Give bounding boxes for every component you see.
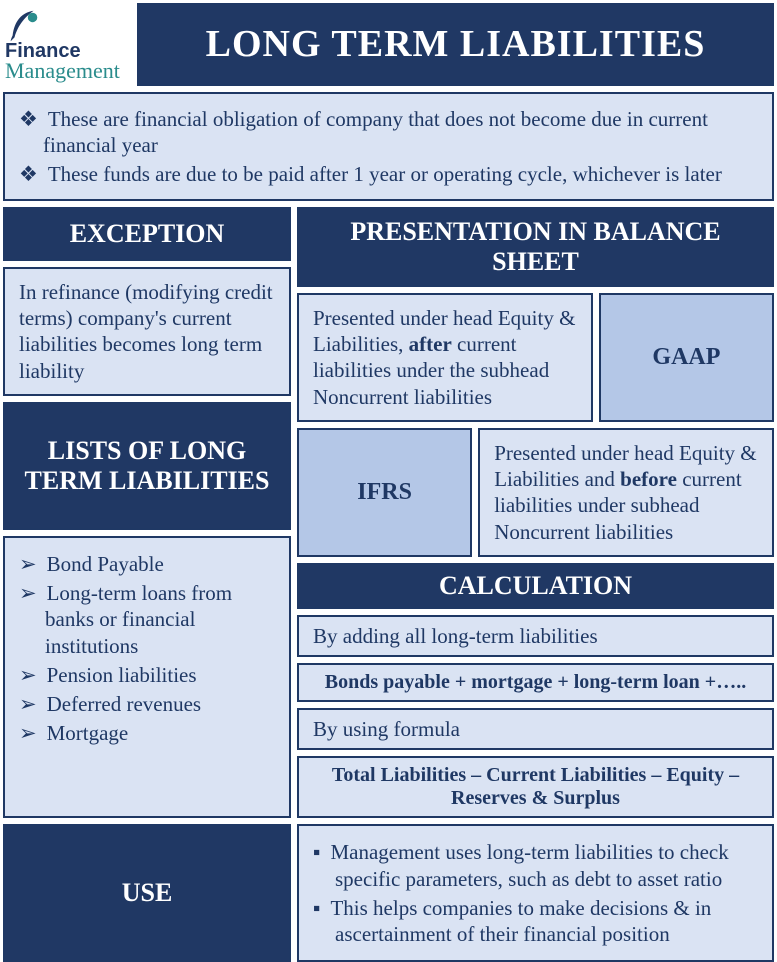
main-columns: EXCEPTION In refinance (modifying credit… bbox=[3, 207, 774, 819]
list-item-2: Long-term loans from banks or financial … bbox=[19, 580, 275, 659]
gaap-label: GAAP bbox=[599, 293, 774, 422]
intro-bullet-1: These are financial obligation of compan… bbox=[19, 106, 758, 159]
logo: Finance Management bbox=[3, 3, 131, 86]
list-item-3: Pension liabilities bbox=[19, 662, 275, 688]
list-item-4: Deferred revenues bbox=[19, 691, 275, 717]
exception-body: In refinance (modifying credit terms) co… bbox=[3, 267, 291, 396]
list-item-5: Mortgage bbox=[19, 720, 275, 746]
use-bullet-1: Management uses long-term liabilities to… bbox=[313, 839, 758, 892]
lists-head: LISTS OF LONG TERM LIABILITIES bbox=[3, 402, 291, 530]
header-row: Finance Management LONG TERM LIABILITIES bbox=[3, 3, 774, 86]
gaap-row: Presented under head Equity & Liabilitie… bbox=[297, 293, 774, 422]
ifrs-row: IFRS Presented under head Equity & Liabi… bbox=[297, 428, 774, 557]
use-row: USE Management uses long-term liabilitie… bbox=[3, 824, 774, 962]
calc-m2-formula: Total Liabilities – Current Liabilities … bbox=[297, 756, 774, 818]
logo-line2: Management bbox=[5, 60, 120, 82]
use-body: Management uses long-term liabilities to… bbox=[297, 824, 774, 962]
calc-m1-formula: Bonds payable + mortgage + long-term loa… bbox=[297, 663, 774, 702]
infographic-root: Finance Management LONG TERM LIABILITIES… bbox=[3, 3, 774, 962]
exception-head: EXCEPTION bbox=[3, 207, 291, 261]
ifrs-label: IFRS bbox=[297, 428, 472, 557]
list-item-1: Bond Payable bbox=[19, 551, 275, 577]
use-head: USE bbox=[3, 824, 291, 962]
gaap-bold: after bbox=[409, 332, 452, 356]
calc-m1-label: By adding all long-term liabilities bbox=[297, 615, 774, 657]
right-column: PRESENTATION IN BALANCE SHEET Presented … bbox=[297, 207, 774, 819]
intro-box: These are financial obligation of compan… bbox=[3, 92, 774, 201]
intro-bullet-2: These funds are due to be paid after 1 y… bbox=[19, 161, 758, 187]
ifrs-text: Presented under head Equity & Liabilitie… bbox=[478, 428, 774, 557]
main-title: LONG TERM LIABILITIES bbox=[137, 3, 774, 86]
calculation-head: CALCULATION bbox=[297, 563, 774, 609]
use-bullet-2: This helps companies to make decisions &… bbox=[313, 895, 758, 948]
left-column: EXCEPTION In refinance (modifying credit… bbox=[3, 207, 291, 819]
lists-body: Bond Payable Long-term loans from banks … bbox=[3, 536, 291, 819]
ifrs-bold: before bbox=[620, 467, 677, 491]
calc-m2-label: By using formula bbox=[297, 708, 774, 750]
gaap-text: Presented under head Equity & Liabilitie… bbox=[297, 293, 593, 422]
presentation-head: PRESENTATION IN BALANCE SHEET bbox=[297, 207, 774, 287]
